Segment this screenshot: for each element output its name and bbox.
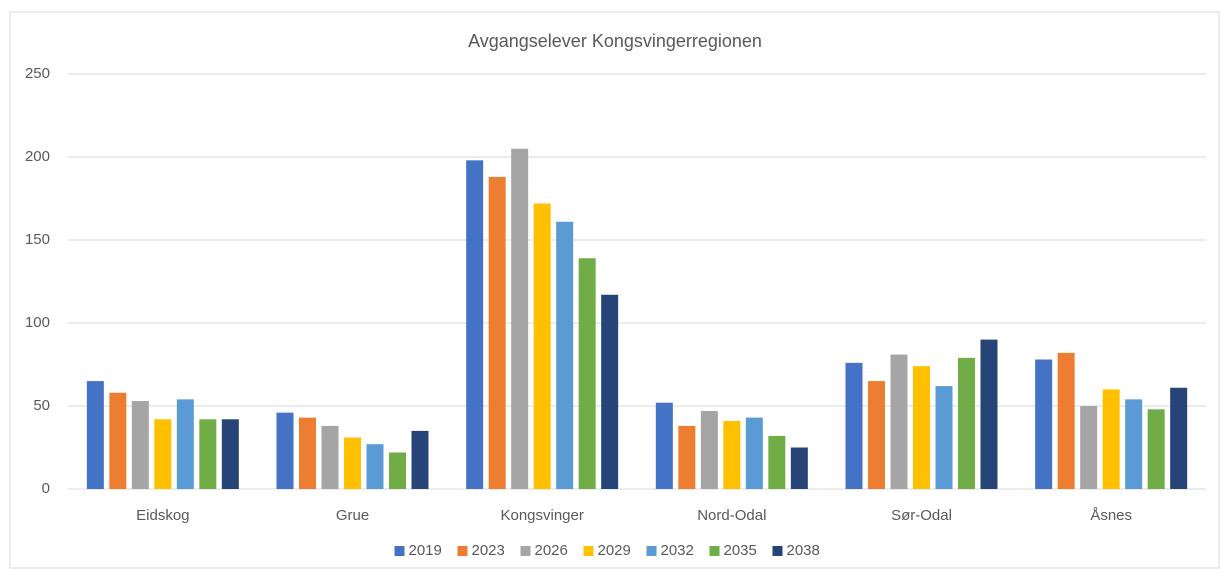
y-tick-label: 50 [33, 397, 50, 414]
bar [86, 381, 104, 489]
x-tick-label: Kongsvinger [500, 507, 583, 524]
y-tick-label: 250 [25, 65, 50, 82]
legend-label: 2029 [598, 542, 631, 559]
legend-label: 2032 [661, 542, 694, 559]
chart-title: Avgangselever Kongsvingerregionen [468, 31, 762, 51]
y-tick-label: 200 [25, 148, 50, 165]
bar [221, 419, 239, 489]
bar [1170, 387, 1188, 489]
bar [344, 437, 361, 489]
bar [790, 447, 808, 489]
bar [655, 402, 673, 489]
bar [723, 420, 741, 489]
bar [131, 401, 149, 489]
bar [700, 410, 718, 489]
bar [578, 258, 596, 489]
bar [745, 417, 763, 489]
bar [1147, 409, 1165, 489]
bar [511, 148, 529, 489]
legend-label: 2023 [472, 542, 505, 559]
legend-swatch [772, 546, 783, 556]
bar [488, 176, 506, 490]
x-tick-label: Sør-Odal [891, 507, 952, 524]
bar [1102, 389, 1120, 489]
legend-label: 2019 [409, 542, 442, 559]
bar [845, 362, 863, 489]
bar [176, 399, 194, 489]
bar [109, 392, 127, 489]
bar [299, 417, 316, 489]
bar [678, 425, 696, 489]
bar [601, 294, 619, 489]
bar [913, 366, 930, 489]
bar [768, 435, 786, 489]
bar [199, 419, 217, 489]
legend-swatch [520, 546, 531, 556]
legend-label: 2035 [724, 542, 757, 559]
bar [958, 357, 975, 489]
y-tick-label: 0 [42, 480, 50, 497]
y-tick-label: 100 [25, 314, 50, 331]
legend-label: 2038 [787, 542, 820, 559]
bar [556, 221, 574, 490]
bar [154, 419, 172, 489]
legend-swatch [709, 546, 720, 556]
x-tick-label: Åsnes [1090, 507, 1132, 524]
bar [1080, 406, 1098, 489]
bar [868, 381, 885, 489]
bar [411, 430, 429, 489]
bar [389, 452, 406, 489]
bar [321, 425, 339, 489]
legend-swatch [457, 546, 468, 556]
x-tick-label: Nord-Odal [697, 507, 766, 524]
legend-label: 2026 [535, 542, 568, 559]
bar [1057, 352, 1075, 489]
legend-swatch [646, 546, 657, 556]
bar [890, 354, 908, 489]
bar [276, 412, 294, 489]
x-tick-label: Eidskog [136, 507, 189, 524]
bar [533, 203, 551, 490]
bar [1125, 399, 1143, 489]
y-tick-label: 150 [25, 231, 50, 248]
bar [466, 160, 484, 489]
x-tick-label: Grue [336, 507, 369, 524]
bar [1035, 359, 1053, 489]
bar [366, 444, 384, 489]
bar [935, 386, 953, 489]
legend-swatch [583, 546, 594, 556]
bar [980, 339, 998, 489]
legend-swatch [394, 546, 405, 556]
